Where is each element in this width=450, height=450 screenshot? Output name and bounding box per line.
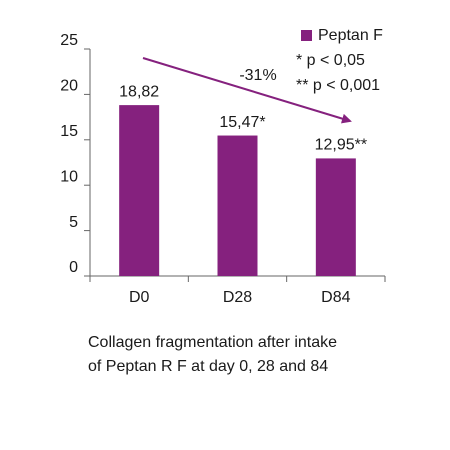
- legend-label: Peptan F: [318, 27, 383, 44]
- value-label: 15,47*: [219, 114, 265, 131]
- x-tick-label: D0: [129, 289, 150, 306]
- y-tick-label: 0: [69, 259, 78, 276]
- y-tick-label: 10: [60, 168, 78, 185]
- annotation: -31%: [239, 67, 276, 84]
- y-tick-label: 20: [60, 78, 78, 95]
- note: * p < 0,05: [296, 52, 365, 69]
- trend-arrow: [142, 57, 352, 124]
- x-tick-label: D28: [223, 289, 252, 306]
- y-tick-label: 15: [60, 123, 78, 140]
- value-label: 18,82: [119, 83, 159, 100]
- bar: [315, 158, 356, 276]
- caption: of Peptan R F at day 0, 28 and 84: [88, 358, 328, 375]
- value-label: 12,95**: [315, 137, 368, 154]
- y-tick-label: 25: [60, 32, 78, 49]
- bar: [217, 135, 258, 276]
- legend-swatch: [301, 30, 312, 41]
- x-tick-label: D84: [321, 289, 350, 306]
- bar: [119, 105, 160, 276]
- y-tick-label: 5: [69, 214, 78, 231]
- caption: Collagen fragmentation after intake: [88, 334, 337, 351]
- note: ** p < 0,001: [296, 77, 380, 94]
